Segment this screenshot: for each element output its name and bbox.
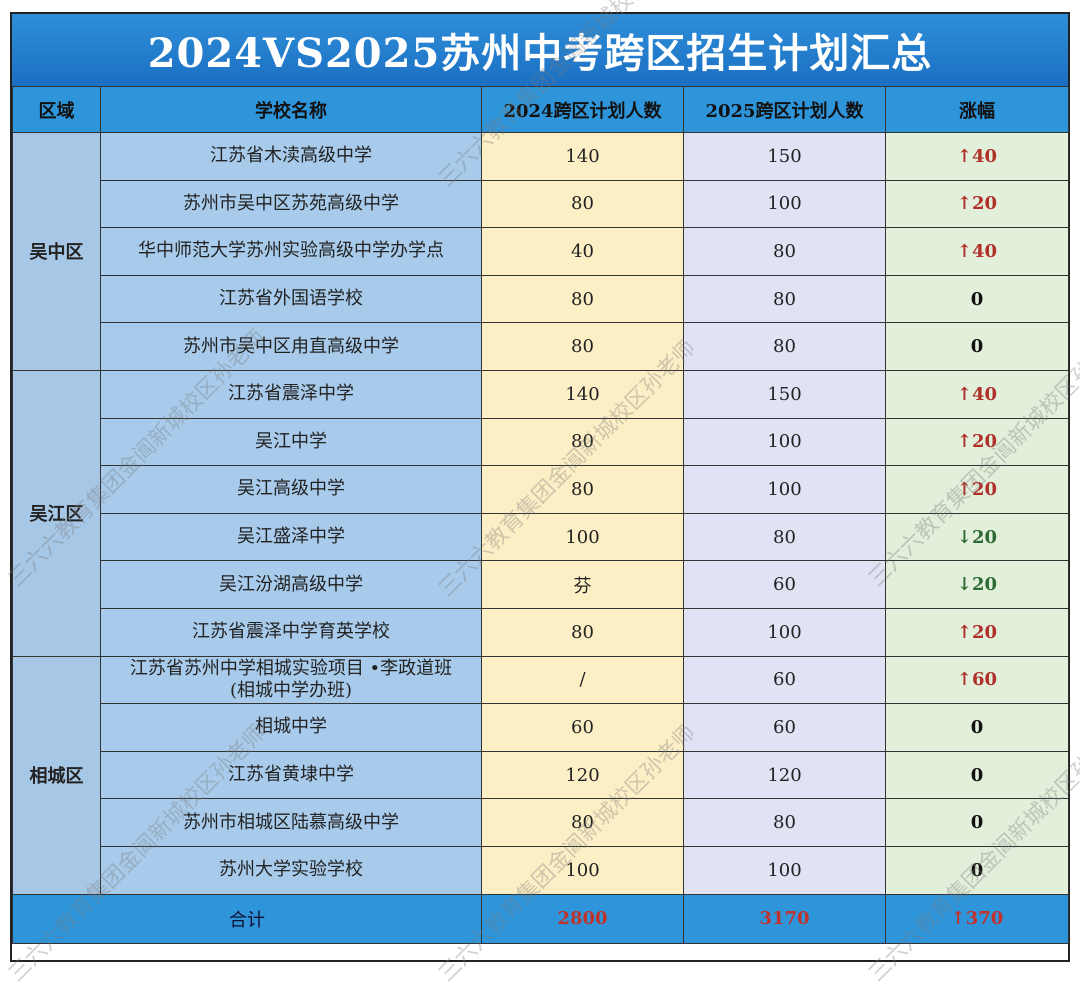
plan-2025: 60 [683, 655, 886, 705]
total-label: 合计 [12, 893, 482, 944]
header-school: 学校名称 [100, 86, 482, 133]
header-district: 区域 [12, 86, 101, 133]
table-row: 苏州市吴中区甪直高级中学 80 80 0 [13, 322, 1069, 371]
table-row: 相城中学 60 60 0 [13, 703, 1069, 752]
rise-value: ↑20 [885, 607, 1069, 657]
school-name: 江苏省震泽中学 [100, 369, 482, 419]
school-name: 江苏省黄埭中学 [100, 750, 482, 800]
school-name-line2: (相城中学办班) [229, 679, 353, 701]
rise-value: ↑40 [885, 369, 1069, 419]
enrollment-table: 区域 学校名称 2024跨区计划人数 2025跨区计划人数 涨幅 吴中区 江苏省… [12, 86, 1069, 944]
plan-2025: 80 [683, 798, 886, 847]
rise-value: 0 [885, 274, 1069, 324]
plan-2024: 100 [481, 512, 684, 562]
table-row: 吴江盛泽中学 100 80 ↓20 [13, 512, 1069, 562]
table-row: 相城区 江苏省苏州中学相城实验项目 •李政道班 (相城中学办班) / 60 ↑6… [12, 655, 1069, 895]
school-name: 相城中学 [100, 703, 482, 752]
table-row: 华中师范大学苏州实验高级中学办学点 40 80 ↑40 [13, 227, 1069, 276]
plan-2024: 120 [481, 750, 684, 800]
table-row: 苏州市吴中区苏苑高级中学 80 100 ↑20 [13, 179, 1069, 229]
plan-2024: 80 [481, 607, 684, 657]
rise-value: ↓20 [885, 512, 1069, 562]
plan-2024: 80 [481, 179, 684, 229]
plan-2025: 100 [683, 417, 886, 467]
plan-2025: 120 [683, 750, 886, 800]
total-rise: ↑370 [885, 893, 1069, 944]
school-name: 苏州大学实验学校 [100, 845, 482, 895]
rise-value: ↑40 [885, 132, 1069, 181]
table-row: 吴江中学 80 100 ↑20 [13, 417, 1069, 467]
rise-value: 0 [885, 798, 1069, 847]
school-name: 华中师范大学苏州实验高级中学办学点 [100, 227, 482, 276]
total-2024: 2800 [481, 893, 684, 944]
rise-value: 0 [885, 322, 1069, 371]
plan-2024: 80 [481, 798, 684, 847]
plan-2024: 140 [481, 369, 684, 419]
summary-table-frame: 2024VS2025苏州中考跨区招生计划汇总 区域 学校名称 2024跨区计划人… [10, 12, 1070, 962]
rise-value: 0 [885, 845, 1069, 895]
plan-2025: 80 [683, 274, 886, 324]
plan-2024: 80 [481, 465, 684, 514]
plan-2025: 60 [683, 703, 886, 752]
plan-2025: 100 [683, 845, 886, 895]
plan-2024: 60 [481, 703, 684, 752]
plan-2025: 80 [683, 512, 886, 562]
plan-2024: 40 [481, 227, 684, 276]
school-name: 江苏省震泽中学育英学校 [100, 607, 482, 657]
table-row: 吴中区 江苏省木渎高级中学 140 150 ↑40 [12, 132, 1069, 371]
table-row: 吴江汾湖高级中学 芬 60 ↓20 [13, 560, 1069, 609]
rise-value: ↑20 [885, 179, 1069, 229]
rise-value: 0 [885, 703, 1069, 752]
plan-2024: 芬 [481, 560, 684, 609]
table-row: 江苏省外国语学校 80 80 0 [13, 274, 1069, 324]
district-wuzhong: 吴中区 [12, 132, 101, 371]
rise-value: ↑20 [885, 417, 1069, 467]
table-row: 江苏省黄埭中学 120 120 0 [13, 750, 1069, 800]
school-name-line1: 江苏省苏州中学相城实验项目 •李政道班 [129, 657, 453, 679]
school-name: 苏州市吴中区苏苑高级中学 [100, 179, 482, 229]
school-name: 江苏省外国语学校 [100, 274, 482, 324]
rise-value: ↓20 [885, 560, 1069, 609]
total-2025: 3170 [683, 893, 886, 944]
rise-value: 0 [885, 750, 1069, 800]
plan-2024: 80 [481, 274, 684, 324]
header-rise: 涨幅 [885, 86, 1069, 133]
rise-value: ↑60 [885, 655, 1069, 705]
school-name: 吴江高级中学 [100, 465, 482, 514]
plan-2024: / [481, 655, 684, 705]
table-row: 江苏省震泽中学育英学校 80 100 ↑20 [13, 607, 1069, 657]
header-row: 区域 学校名称 2024跨区计划人数 2025跨区计划人数 涨幅 [12, 86, 1069, 133]
plan-2025: 100 [683, 607, 886, 657]
district-wujiang: 吴江区 [12, 369, 101, 657]
table-row: 苏州大学实验学校 100 100 0 [13, 845, 1069, 895]
page-title: 2024VS2025苏州中考跨区招生计划汇总 [12, 14, 1068, 88]
plan-2024: 100 [481, 845, 684, 895]
plan-2025: 150 [683, 132, 886, 181]
plan-2024: 80 [481, 417, 684, 467]
header-plan-2025: 2025跨区计划人数 [683, 86, 886, 133]
school-name: 苏州市吴中区甪直高级中学 [100, 322, 482, 371]
school-name: 吴江中学 [100, 417, 482, 467]
total-row: 合计 2800 3170 ↑370 [12, 893, 1069, 944]
school-name: 吴江汾湖高级中学 [100, 560, 482, 609]
plan-2024: 80 [481, 322, 684, 371]
plan-2025: 60 [683, 560, 886, 609]
school-name: 江苏省苏州中学相城实验项目 •李政道班 (相城中学办班) [100, 655, 482, 705]
rise-value: ↑40 [885, 227, 1069, 276]
plan-2025: 150 [683, 369, 886, 419]
school-name: 吴江盛泽中学 [100, 512, 482, 562]
plan-2025: 100 [683, 465, 886, 514]
plan-2025: 80 [683, 227, 886, 276]
table-row: 吴江高级中学 80 100 ↑20 [13, 465, 1069, 514]
table-row: 苏州市相城区陆慕高级中学 80 80 0 [13, 798, 1069, 847]
plan-2025: 100 [683, 179, 886, 229]
plan-2024: 140 [481, 132, 684, 181]
school-name: 江苏省木渎高级中学 [100, 132, 482, 181]
school-name: 苏州市相城区陆慕高级中学 [100, 798, 482, 847]
district-xiangcheng: 相城区 [12, 655, 101, 895]
plan-2025: 80 [683, 322, 886, 371]
rise-value: ↑20 [885, 465, 1069, 514]
table-row: 吴江区 江苏省震泽中学 140 150 ↑40 [12, 369, 1069, 657]
header-plan-2024: 2024跨区计划人数 [481, 86, 684, 133]
